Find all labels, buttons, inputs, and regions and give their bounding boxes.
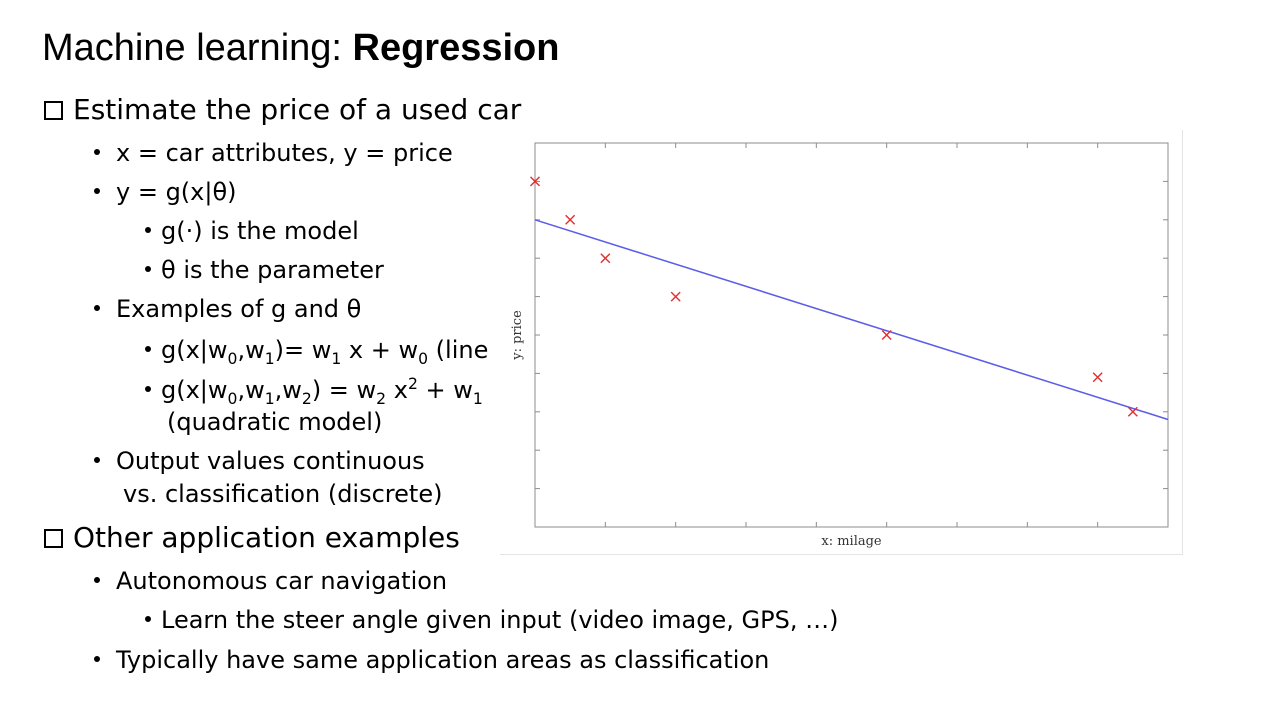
formula-subscript: 2 bbox=[301, 389, 312, 408]
bullet-text: (quadratic model) bbox=[167, 408, 383, 436]
regression-line bbox=[534, 219, 1169, 421]
dot-bullet-icon bbox=[94, 656, 100, 662]
formula-subscript: 1 bbox=[472, 389, 483, 408]
dot-bullet-icon bbox=[145, 266, 151, 272]
formula-part: )= w bbox=[274, 336, 332, 364]
formula-part: g(x|w bbox=[161, 336, 228, 364]
dot-bullet-icon bbox=[94, 457, 100, 463]
bullet-output-values-line2: vs. classification (discrete) bbox=[123, 478, 442, 510]
dot-bullet-icon bbox=[145, 346, 151, 352]
bullet-text: Learn the steer angle given input (video… bbox=[161, 606, 839, 634]
bullet-estimate-price: Estimate the price of a used car bbox=[44, 92, 521, 128]
bullet-autonomous: Autonomous car navigation bbox=[94, 565, 447, 597]
title-prefix: Machine learning: bbox=[42, 27, 353, 69]
bullet-text: Estimate the price of a used car bbox=[73, 93, 522, 126]
formula-part: g(x|w bbox=[161, 376, 228, 404]
title-bold: Regression bbox=[352, 27, 560, 69]
data-point-marker bbox=[600, 253, 611, 264]
dot-bullet-icon bbox=[94, 577, 100, 583]
bullet-x-def: x = car attributes, y = price bbox=[94, 137, 453, 169]
data-point-marker bbox=[530, 176, 540, 187]
dot-bullet-icon bbox=[145, 616, 151, 622]
bullet-text: x = car attributes, y = price bbox=[116, 139, 453, 167]
bullet-examples: Examples of g and θ bbox=[94, 293, 361, 325]
bullet-quadratic-caption: (quadratic model) bbox=[167, 406, 382, 438]
formula-subscript: 1 bbox=[331, 349, 342, 368]
bullet-steer-angle: Learn the steer angle given input (video… bbox=[145, 604, 838, 636]
formula-part: x bbox=[386, 376, 408, 404]
formula-part: ,w bbox=[237, 336, 265, 364]
data-point-marker bbox=[670, 291, 681, 302]
bullet-y-def: y = g(x|θ) bbox=[94, 176, 237, 208]
formula-subscript: 1 bbox=[264, 349, 275, 368]
dot-bullet-icon bbox=[94, 149, 100, 155]
dot-bullet-icon bbox=[145, 386, 151, 392]
bullet-linear-model: g(x|w0,w1)= w1 x + w0 (line bbox=[145, 334, 489, 368]
data-point-marker bbox=[565, 214, 576, 225]
bullet-text: Examples of g and θ bbox=[116, 295, 362, 323]
formula-part: ,w bbox=[237, 376, 265, 404]
chart-svg: x: milage y: price bbox=[510, 142, 1169, 549]
dot-bullet-icon bbox=[94, 188, 100, 194]
formula-superscript: 2 bbox=[407, 375, 418, 393]
formula-part: (line bbox=[428, 336, 489, 364]
formula-subscript: 0 bbox=[227, 349, 238, 368]
bullet-typically: Typically have same application areas as… bbox=[94, 644, 769, 676]
dot-bullet-icon bbox=[94, 305, 100, 311]
data-point-marker bbox=[881, 330, 892, 340]
dot-bullet-icon bbox=[145, 227, 151, 233]
formula-part: x + w bbox=[341, 336, 419, 364]
bullet-other-apps: Other application examples bbox=[44, 520, 460, 556]
regression-chart: x: milage y: price bbox=[500, 130, 1183, 555]
bullet-quadratic-model: g(x|w0,w1,w2) = w2 x2 + w1 bbox=[145, 374, 483, 408]
square-bullet-icon bbox=[44, 529, 63, 548]
bullet-g-model: g(·) is the model bbox=[145, 215, 359, 247]
bullet-text: Output values continuous bbox=[116, 447, 425, 475]
bullet-text: Autonomous car navigation bbox=[116, 567, 448, 595]
formula-subscript: 0 bbox=[227, 389, 238, 408]
x-axis-label: x: milage bbox=[821, 534, 882, 549]
formula-part: ) = w bbox=[311, 376, 377, 404]
bullet-output-values: Output values continuous bbox=[94, 445, 425, 477]
axis-ticks bbox=[535, 143, 1168, 527]
formula-part: ,w bbox=[274, 376, 302, 404]
bullet-text: Typically have same application areas as… bbox=[116, 646, 770, 674]
bullet-text: g(·) is the model bbox=[161, 217, 359, 245]
formula-subscript: 1 bbox=[264, 389, 275, 408]
square-bullet-icon bbox=[44, 101, 63, 120]
formula-subscript: 2 bbox=[376, 389, 387, 408]
bullet-text: Other application examples bbox=[73, 521, 460, 554]
y-axis-label: y: price bbox=[510, 310, 525, 361]
formula-subscript: 0 bbox=[418, 349, 429, 368]
data-points bbox=[530, 176, 1138, 417]
plot-frame bbox=[534, 142, 1169, 528]
bullet-theta-param: θ is the parameter bbox=[145, 254, 384, 286]
bullet-text: vs. classification (discrete) bbox=[123, 480, 443, 508]
formula-part: + w bbox=[417, 376, 473, 404]
bullet-text: θ is the parameter bbox=[161, 256, 384, 284]
slide-title: Machine learning: Regression bbox=[42, 26, 559, 70]
data-point-marker bbox=[1092, 372, 1103, 383]
data-point-marker bbox=[1127, 406, 1138, 417]
bullet-text: y = g(x|θ) bbox=[116, 178, 237, 206]
